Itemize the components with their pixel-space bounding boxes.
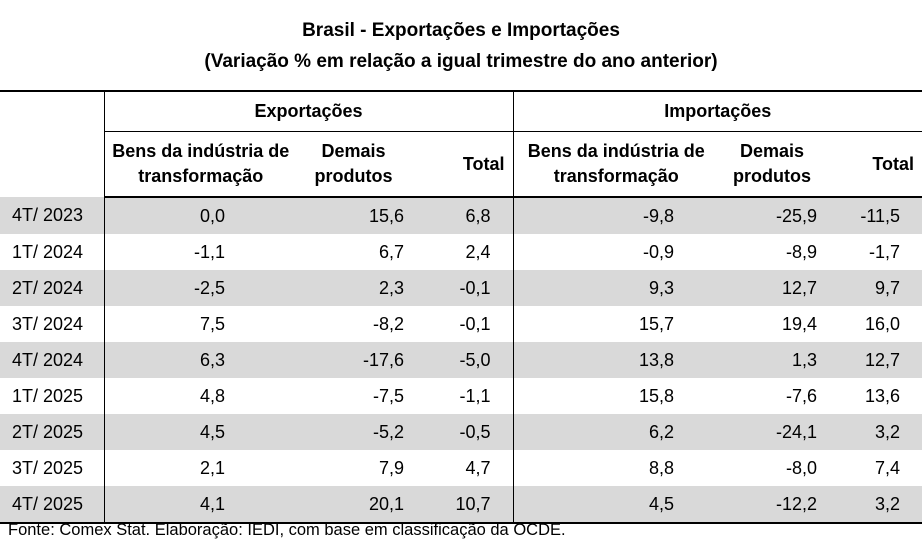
exports-industry-cell: -2,5	[103, 270, 297, 306]
exports-total-cell: -0,1	[459, 313, 491, 334]
imports-industry-header: Bens da indústria de transformação	[512, 131, 720, 198]
imports-total-cell: 16,0	[864, 313, 901, 334]
table-row: 4T/ 2025 4,1 20,1 10,7 4,5 -12,2 3,2	[0, 486, 922, 524]
table-row: 2T/ 2024 -2,5 2,3 -0,1 9,3 12,7 9,7	[0, 270, 922, 306]
period-cell: 1T/ 2025	[12, 385, 84, 406]
imports-industry-cell: 6,2	[512, 414, 720, 450]
imports-group-header: Importações	[512, 90, 922, 132]
imports-industry-cell: 8,8	[512, 450, 720, 486]
imports-total-cell: -1,7	[869, 241, 901, 262]
table-row: 3T/ 2024 7,5 -8,2 -0,1 15,7 19,4 16,0	[0, 306, 922, 342]
exports-total-cell: 10,7	[410, 486, 514, 524]
exports-industry-cell: 4,5	[103, 414, 297, 450]
period-cell: 4T/ 2025	[0, 486, 104, 524]
imports-total-cell: 7,4	[875, 457, 901, 478]
exports-other-cell: 2,3	[297, 270, 410, 306]
exports-industry-cell: 4,8	[103, 378, 297, 414]
exports-other-header: Demais produtos	[297, 131, 410, 198]
group-header-row: Exportações Importações	[0, 90, 922, 197]
exports-total-cell: -5,0	[410, 342, 514, 378]
corner-cell	[0, 90, 104, 197]
period-cell: 2T/ 2024	[0, 270, 104, 306]
imports-other-cell: 1,3	[719, 342, 826, 378]
exports-other-cell: 20,1	[297, 486, 410, 524]
imports-other-header: Demais produtos	[719, 131, 826, 198]
exports-industry-cell: 2,1	[103, 450, 297, 486]
exports-total-header: Total	[410, 131, 514, 198]
exports-other-cell: -8,2	[372, 313, 404, 334]
exports-other-cell: 6,7	[378, 241, 404, 262]
imports-industry-cell: 15,8	[512, 378, 720, 414]
imports-total-cell: 3,2	[825, 414, 922, 450]
exports-industry-header: Bens da indústria de transformação	[103, 131, 297, 198]
imports-other-cell: -8,0	[785, 457, 818, 478]
period-cell: 3T/ 2025	[12, 457, 84, 478]
exports-industry-cell: 6,3	[103, 342, 297, 378]
imports-total-cell: 9,7	[825, 270, 922, 306]
subheader-row: Bens da indústria de transformação Demai…	[0, 131, 922, 198]
exports-industry-cell: 4,1	[103, 486, 297, 524]
exports-industry-cell: -1,1	[103, 234, 297, 270]
exports-other-cell: -7,5	[372, 385, 404, 406]
imports-total-cell: 13,6	[864, 385, 901, 406]
period-cell: 4T/ 2024	[0, 342, 104, 378]
exports-industry-cell: 0,0	[103, 197, 297, 234]
imports-total-cell: 3,2	[825, 486, 922, 524]
exports-other-cell: 7,9	[378, 457, 404, 478]
exports-industry-cell: 7,5	[103, 306, 297, 342]
imports-industry-cell: -9,8	[512, 197, 720, 234]
table-row: 4T/ 2023 0,0 15,6 6,8 -9,8 -25,9 -11,5	[0, 197, 922, 234]
imports-other-cell: -24,1	[719, 414, 826, 450]
exports-total-cell: -0,5	[410, 414, 514, 450]
imports-industry-cell: 9,3	[512, 270, 720, 306]
table-row: 3T/ 2025 2,1 7,9 4,7 8,8 -8,0 7,4	[0, 450, 922, 486]
imports-total-header: Total	[825, 131, 922, 198]
exports-total-cell: 4,7	[465, 457, 491, 478]
table-row: 4T/ 2024 6,3 -17,6 -5,0 13,8 1,3 12,7	[0, 342, 922, 378]
trade-table: Exportações Importações Bens da indústri…	[0, 90, 922, 524]
imports-other-cell: 19,4	[781, 313, 818, 334]
exports-total-cell: -0,1	[410, 270, 514, 306]
source-note: Fonte: Comex Stat. Elaboração: IEDI, com…	[8, 521, 566, 539]
exports-total-cell: 2,4	[465, 241, 491, 262]
imports-other-cell: -8,9	[785, 241, 818, 262]
table-row: 1T/ 2024 -1,1 6,7 2,4 -0,9 -8,9 -1,7	[0, 234, 922, 270]
exports-other-cell: 15,6	[297, 197, 410, 234]
table-row: 2T/ 2025 4,5 -5,2 -0,5 6,2 -24,1 3,2	[0, 414, 922, 450]
imports-industry-cell: -0,9	[512, 234, 720, 270]
table-row: 1T/ 2025 4,8 -7,5 -1,1 15,8 -7,6 13,6	[0, 378, 922, 414]
period-cell: 3T/ 2024	[12, 313, 84, 334]
period-cell: 1T/ 2024	[12, 241, 84, 262]
table-title: Brasil - Exportações e Importações	[302, 20, 620, 41]
exports-total-cell: 6,8	[410, 197, 514, 234]
exports-other-cell: -17,6	[297, 342, 410, 378]
period-cell: 2T/ 2025	[0, 414, 104, 450]
imports-other-cell: -7,6	[785, 385, 818, 406]
imports-other-cell: -25,9	[719, 197, 826, 234]
exports-other-cell: -5,2	[297, 414, 410, 450]
imports-other-cell: 12,7	[719, 270, 826, 306]
table-subtitle: (Variação % em relação a igual trimestre…	[204, 51, 718, 72]
exports-group-header: Exportações	[103, 90, 514, 132]
imports-total-cell: -11,5	[825, 197, 922, 234]
imports-other-cell: -12,2	[719, 486, 826, 524]
exports-total-cell: -1,1	[459, 385, 491, 406]
period-cell: 4T/ 2023	[0, 197, 104, 234]
imports-industry-cell: 13,8	[512, 342, 720, 378]
imports-industry-cell: 4,5	[512, 486, 720, 524]
imports-industry-cell: 15,7	[512, 306, 720, 342]
imports-total-cell: 12,7	[825, 342, 922, 378]
